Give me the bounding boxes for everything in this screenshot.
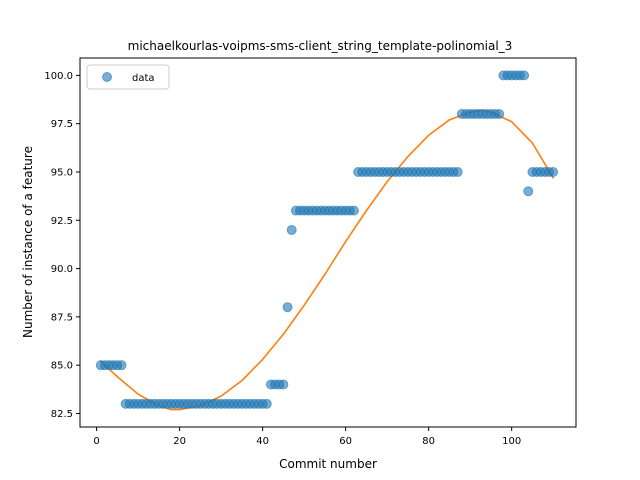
data-point (287, 225, 296, 234)
x-tick-label: 40 (256, 436, 269, 447)
y-tick-label: 97.5 (51, 119, 73, 130)
legend-box (87, 65, 169, 89)
x-tick-label: 60 (339, 436, 352, 447)
x-tick-label: 100 (502, 436, 521, 447)
y-tick-label: 95.0 (51, 167, 73, 178)
legend-label-data: data (132, 73, 155, 84)
data-point (495, 110, 504, 119)
y-tick-label: 85.0 (51, 361, 73, 372)
data-point (117, 361, 126, 370)
y-tick-label: 82.5 (51, 409, 73, 420)
legend: data (87, 65, 169, 89)
data-point (262, 399, 271, 408)
data-point (349, 206, 358, 215)
x-tick-label: 0 (93, 436, 99, 447)
y-tick-label: 90.0 (51, 264, 73, 275)
data-point (279, 380, 288, 389)
data-point (549, 167, 558, 176)
y-tick-label: 87.5 (51, 312, 73, 323)
x-tick-label: 80 (422, 436, 435, 447)
y-axis-label: Number of instance of a feature (21, 146, 35, 338)
data-point (524, 187, 533, 196)
x-axis-label: Commit number (279, 457, 377, 471)
legend-marker-data (103, 73, 112, 82)
y-tick-label: 100.0 (44, 71, 73, 82)
x-tick-label: 20 (173, 436, 186, 447)
chart-title: michaelkourlas-voipms-sms-client_string_… (128, 39, 513, 53)
data-point (283, 303, 292, 312)
data-point (520, 71, 529, 80)
data-point (453, 167, 462, 176)
y-tick-label: 92.5 (51, 216, 73, 227)
